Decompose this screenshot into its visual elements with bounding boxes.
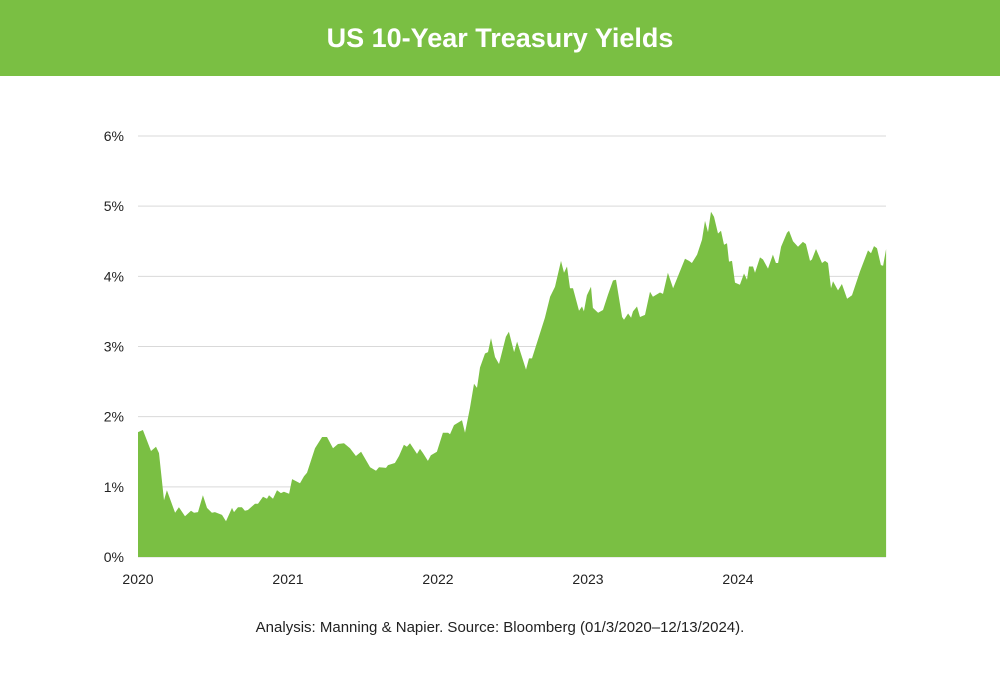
y-tick-label: 0% bbox=[104, 549, 124, 565]
x-tick-label: 2022 bbox=[422, 571, 453, 587]
x-tick-label: 2023 bbox=[572, 571, 603, 587]
y-tick-label: 5% bbox=[104, 198, 124, 214]
x-tick-label: 2024 bbox=[722, 571, 753, 587]
chart-title: US 10-Year Treasury Yields bbox=[326, 22, 674, 53]
y-tick-label: 3% bbox=[104, 338, 124, 354]
title-banner: US 10-Year Treasury Yields bbox=[0, 0, 1000, 76]
y-tick-label: 2% bbox=[104, 409, 124, 425]
x-tick-label: 2020 bbox=[122, 571, 153, 587]
yield-area bbox=[138, 211, 887, 558]
x-axis-ticks: 2020 2021 2022 2023 2024 bbox=[122, 571, 753, 587]
y-tick-label: 1% bbox=[104, 479, 124, 495]
x-tick-label: 2021 bbox=[272, 571, 303, 587]
y-tick-label: 4% bbox=[104, 268, 124, 284]
source-note: Analysis: Manning & Napier. Source: Bloo… bbox=[255, 619, 745, 636]
y-axis-ticks: 0% 1% 2% 3% 4% 5% 6% bbox=[104, 128, 124, 565]
y-tick-label: 6% bbox=[104, 128, 124, 144]
